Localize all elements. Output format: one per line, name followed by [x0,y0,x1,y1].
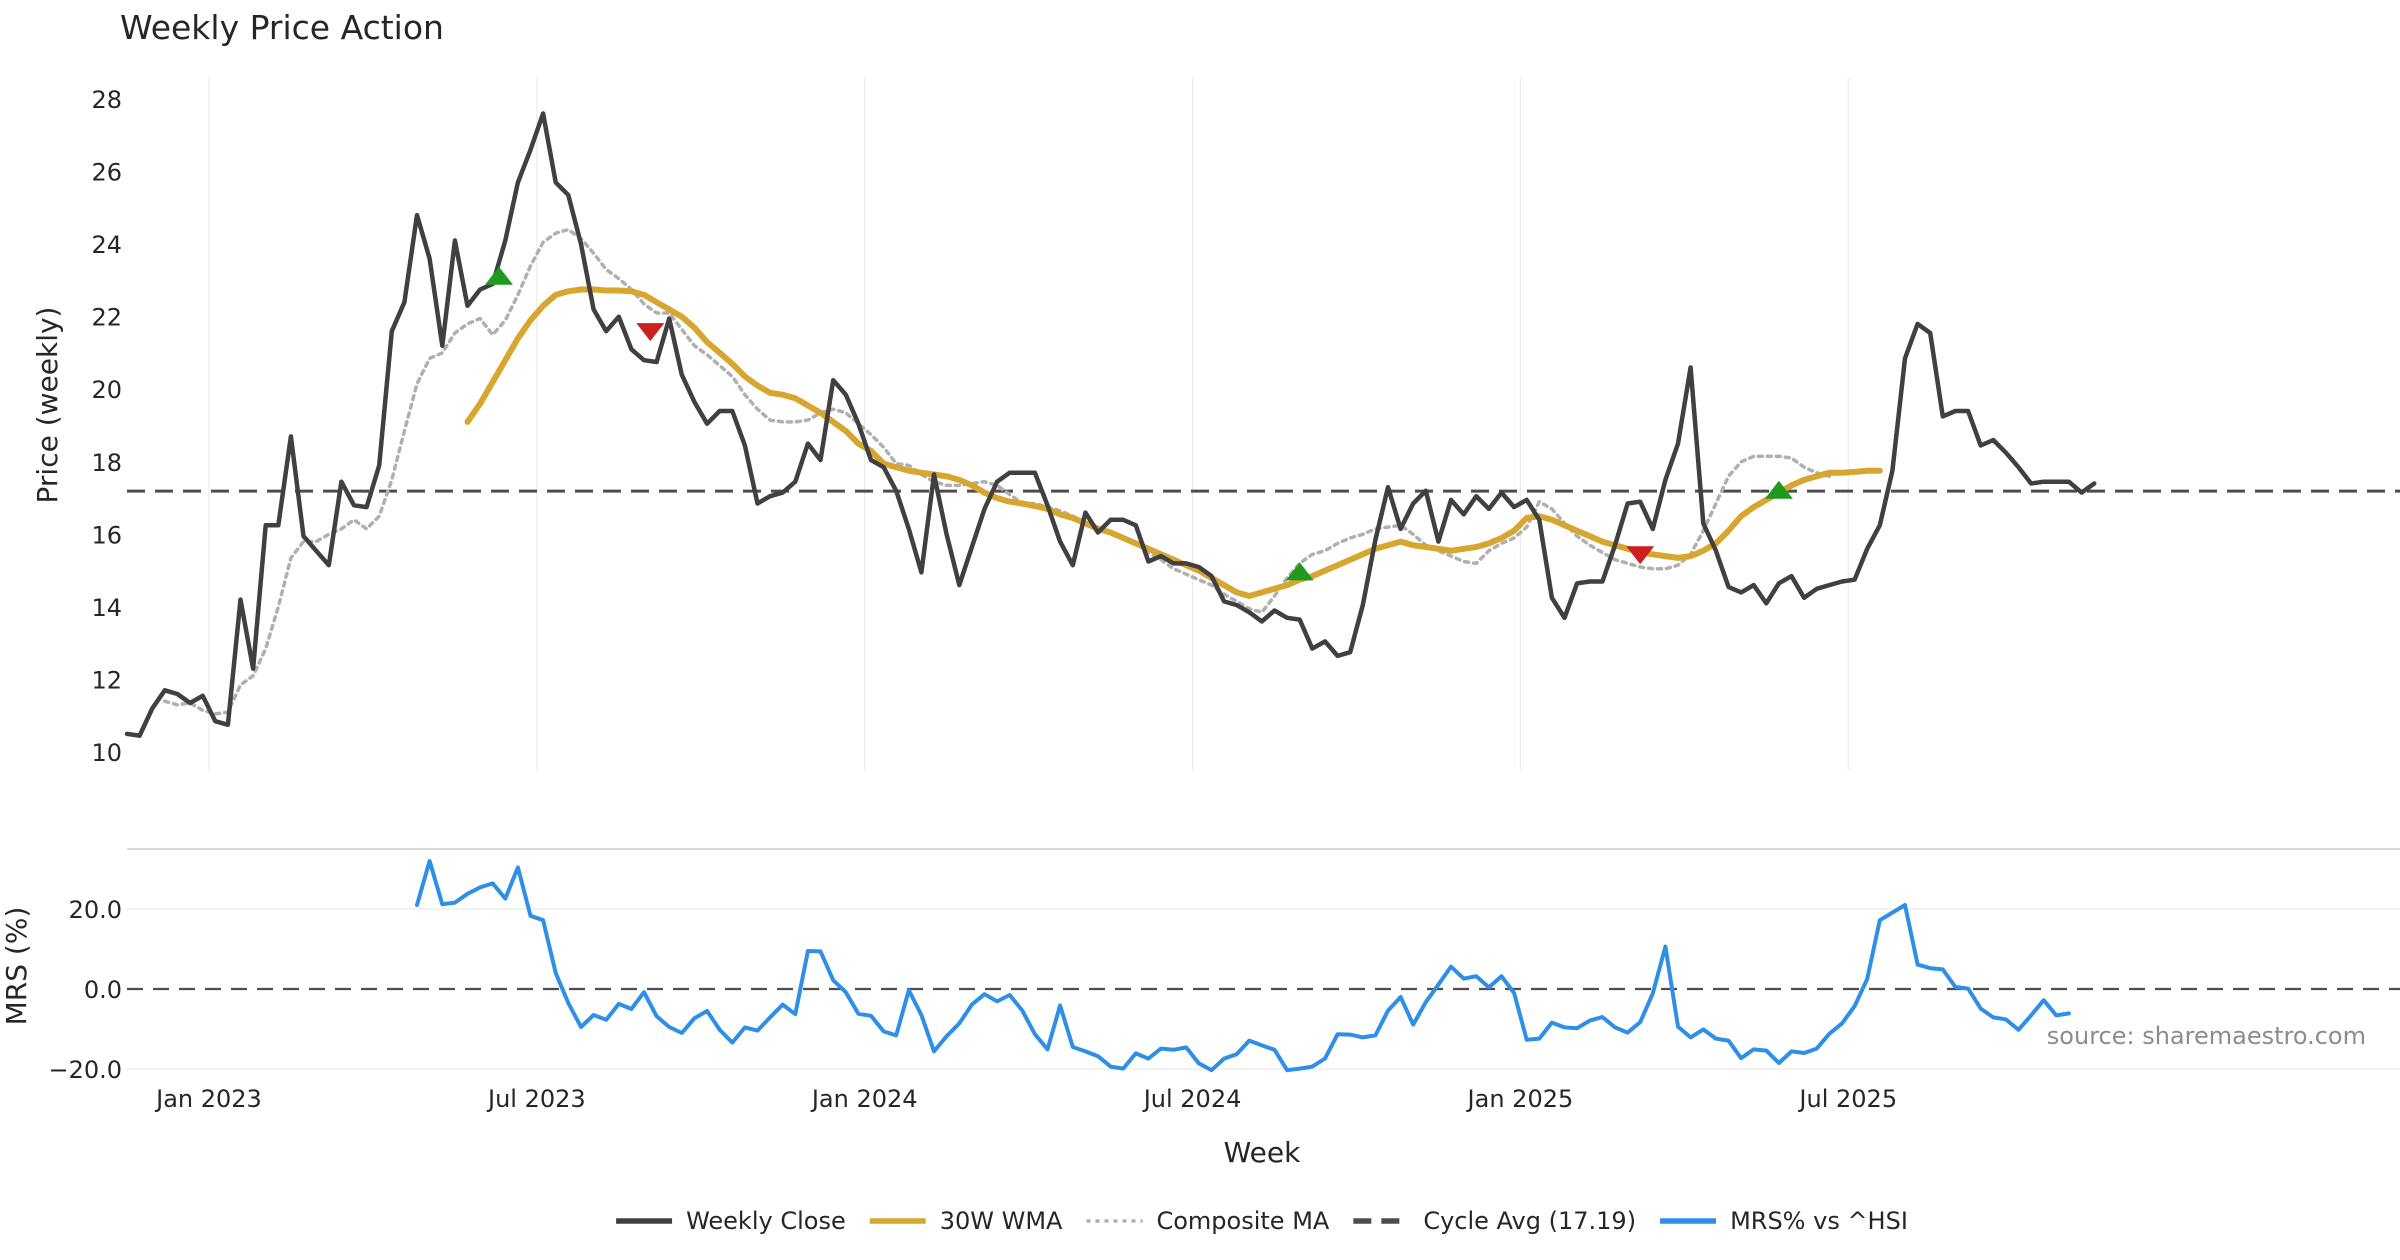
wma-30w-line [464,286,1883,599]
legend-label-2: Composite MA [1156,1207,1329,1235]
weekly-close-line [124,111,2097,738]
price-y-tick-14: 14 [91,594,122,622]
source-label: source: sharemaestro.com [2047,1022,2366,1050]
price-y-tick-26: 26 [91,159,122,187]
x-tick-1: Jul 2023 [486,1085,586,1113]
buy-signal-marker-2 [1285,562,1314,581]
x-tick-0: Jan 2023 [154,1085,262,1113]
price-y-tick-28: 28 [91,86,122,114]
mrs-y-tick-labels: 20.0 0.0 −20.0 [48,896,122,1084]
price-y-tick-labels: 10 12 14 16 18 20 22 24 26 28 [91,86,122,767]
mrs-y-tick-0: 20.0 [69,896,122,924]
price-gridlines [208,78,1849,770]
legend-label-0: Weekly Close [686,1207,846,1235]
price-y-tick-22: 22 [91,304,122,332]
signal-markers [484,266,1793,581]
price-y-tick-12: 12 [91,666,122,694]
mrs-panel: 20.0 0.0 −20.0 MRS (%) [0,859,2400,1084]
price-y-axis-title: Price (weekly) [31,307,64,504]
price-y-tick-24: 24 [91,231,122,259]
mrs-gridlines [127,908,2400,1070]
price-y-tick-16: 16 [91,521,122,549]
sell-signal-marker-3 [1626,546,1655,565]
sell-signal-marker-1 [636,323,665,342]
price-panel: 10 12 14 16 18 20 22 24 26 28 Price (weekly) [31,78,2400,770]
price-y-tick-10: 10 [91,739,122,767]
legend-label-3: Cycle Avg (17.19) [1423,1207,1636,1235]
mrs-y-tick-1: 0.0 [84,976,122,1004]
price-y-tick-18: 18 [91,449,122,477]
x-axis-title: Week [1224,1136,1301,1169]
mrs-series-group [415,859,2071,1073]
mrs-line [415,859,2071,1073]
chart-title: Weekly Price Action [120,8,444,47]
x-tick-4: Jan 2025 [1466,1085,1574,1113]
x-tick-2: Jan 2024 [810,1085,918,1113]
mrs-y-tick-2: −20.0 [48,1056,122,1084]
mrs-y-axis-title: MRS (%) [0,907,33,1026]
price-series-group [124,111,2097,738]
legend-label-4: MRS% vs ^HSI [1730,1207,1908,1235]
legend-label-1: 30W WMA [940,1207,1063,1235]
x-tick-5: Jul 2025 [1797,1085,1897,1113]
buy-signal-marker-0 [484,266,513,285]
price-y-tick-20: 20 [91,376,122,404]
x-tick-3: Jul 2024 [1142,1085,1242,1113]
buy-signal-marker-4 [1764,480,1793,499]
composite-ma-line [163,227,1832,716]
legend: Weekly Close 30W WMA Composite MA Cycle Avg… [616,1207,1908,1235]
x-tick-labels: Jan 2023 Jul 2023 Jan 2024 Jul 2024 Jan 2025… [154,1085,1897,1113]
